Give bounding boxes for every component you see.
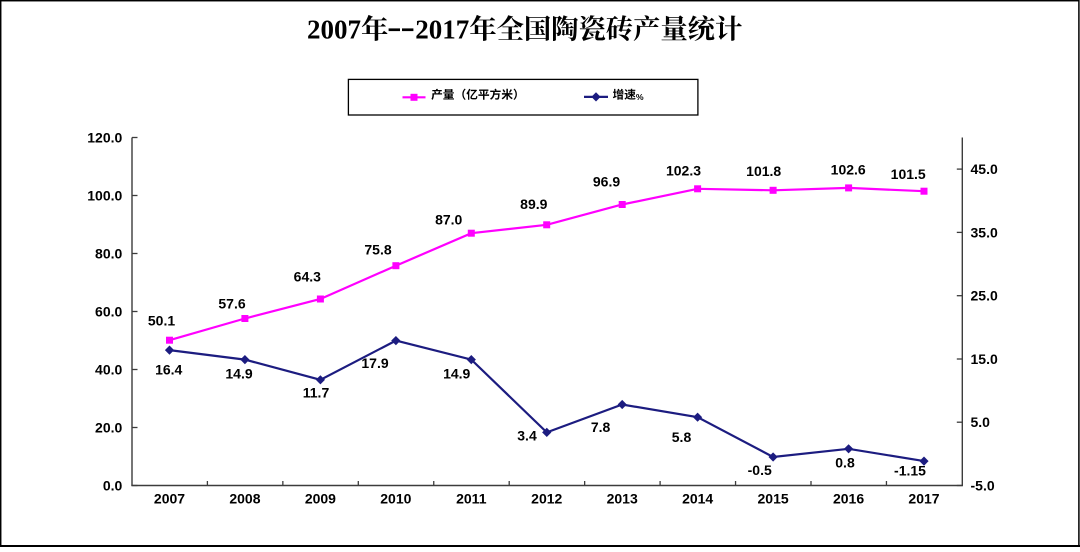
svg-text:5.0: 5.0 xyxy=(971,414,991,430)
svg-text:57.6: 57.6 xyxy=(218,295,245,311)
svg-text:%: % xyxy=(636,92,644,102)
svg-text:75.8: 75.8 xyxy=(364,241,391,257)
svg-text:2014: 2014 xyxy=(682,491,713,507)
svg-text:40.0: 40.0 xyxy=(95,361,122,377)
svg-text:11.7: 11.7 xyxy=(303,385,330,401)
svg-text:14.9: 14.9 xyxy=(443,365,470,381)
svg-text:60.0: 60.0 xyxy=(95,303,122,319)
svg-text:87.0: 87.0 xyxy=(435,212,462,228)
svg-text:2017: 2017 xyxy=(908,491,939,507)
svg-text:2007: 2007 xyxy=(154,491,185,507)
svg-text:15.0: 15.0 xyxy=(971,351,998,367)
svg-text:-1.15: -1.15 xyxy=(894,462,926,478)
svg-text:0.0: 0.0 xyxy=(103,477,123,493)
svg-text:50.1: 50.1 xyxy=(148,312,175,328)
svg-text:2015: 2015 xyxy=(758,491,789,507)
svg-text:2011: 2011 xyxy=(456,491,487,507)
svg-text:2017: 2017 xyxy=(415,15,469,45)
svg-text:0.8: 0.8 xyxy=(835,455,855,471)
svg-text:2009: 2009 xyxy=(305,491,336,507)
svg-text:101.5: 101.5 xyxy=(891,166,926,182)
svg-text:64.3: 64.3 xyxy=(294,269,321,285)
svg-text:45.0: 45.0 xyxy=(971,161,998,177)
svg-text:100.0: 100.0 xyxy=(87,187,122,203)
svg-text:7.8: 7.8 xyxy=(591,419,611,435)
svg-text:80.0: 80.0 xyxy=(95,245,122,261)
svg-text:35.0: 35.0 xyxy=(971,224,998,240)
svg-text:102.3: 102.3 xyxy=(666,162,701,178)
svg-text:2013: 2013 xyxy=(607,491,638,507)
svg-text:16.4: 16.4 xyxy=(155,362,182,378)
svg-text:2012: 2012 xyxy=(531,491,562,507)
svg-text:-0.5: -0.5 xyxy=(748,462,772,478)
svg-text:25.0: 25.0 xyxy=(971,288,998,304)
svg-text:5.8: 5.8 xyxy=(672,429,692,445)
svg-text:89.9: 89.9 xyxy=(520,196,547,212)
svg-text:2007: 2007 xyxy=(307,15,361,45)
svg-text:2016: 2016 xyxy=(833,491,864,507)
svg-text:2008: 2008 xyxy=(229,491,260,507)
svg-text:102.6: 102.6 xyxy=(831,161,866,177)
svg-text:120.0: 120.0 xyxy=(87,129,122,145)
svg-text:14.9: 14.9 xyxy=(225,366,252,382)
svg-text:96.9: 96.9 xyxy=(593,174,620,190)
svg-text:101.8: 101.8 xyxy=(746,163,781,179)
svg-text:3.4: 3.4 xyxy=(517,428,537,444)
svg-text:2010: 2010 xyxy=(380,491,411,507)
svg-text:17.9: 17.9 xyxy=(361,355,388,371)
svg-text:20.0: 20.0 xyxy=(95,419,122,435)
svg-text:-5.0: -5.0 xyxy=(971,477,995,493)
